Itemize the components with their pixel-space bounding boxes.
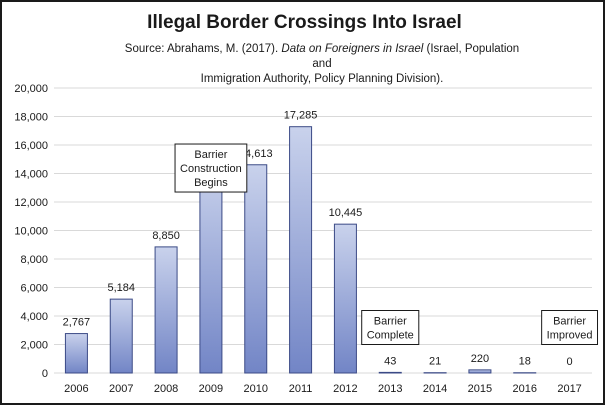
x-tick-label-2008: 2008: [154, 383, 178, 395]
annotation-1: Barrier Complete: [362, 311, 419, 345]
annotation-line: Complete: [367, 330, 414, 342]
bar-2006: [65, 334, 87, 373]
bar-2010: [245, 165, 267, 373]
y-tick-label: 16,000: [14, 140, 48, 152]
annotation-line: Construction: [180, 163, 242, 175]
y-tick-label: 6,000: [20, 283, 48, 295]
x-tick-label-2014: 2014: [423, 383, 447, 395]
annotation-line: Barrier: [374, 316, 407, 328]
x-tick-label-2013: 2013: [378, 383, 402, 395]
bar-2012: [334, 224, 356, 373]
x-tick-label-2015: 2015: [468, 383, 492, 395]
annotation-0: Barrier Construction Begins: [175, 144, 247, 192]
y-tick-label: 4,000: [20, 311, 48, 323]
annotation-line: Barrier: [553, 316, 586, 328]
x-tick-label-2009: 2009: [199, 383, 223, 395]
annotation-line: Begins: [194, 177, 228, 189]
data-label-2014: 21: [429, 356, 441, 368]
annotation-line: Improved: [547, 330, 593, 342]
data-label-2017: 0: [567, 356, 573, 368]
bar-2008: [155, 247, 177, 373]
x-tick-label-2012: 2012: [333, 383, 357, 395]
y-tick-label: 12,000: [14, 197, 48, 209]
y-tick-label: 14,000: [14, 169, 48, 181]
x-tick-label-2016: 2016: [513, 383, 537, 395]
bar-2009: [200, 164, 222, 373]
annotation-2: Barrier Improved: [542, 311, 598, 345]
bar-2011: [290, 127, 312, 373]
x-tick-label-2017: 2017: [557, 383, 581, 395]
y-tick-label: 20,000: [14, 83, 48, 95]
y-tick-label: 2,000: [20, 340, 48, 352]
data-label-2012: 10,445: [329, 207, 363, 219]
y-tick-label: 8,000: [20, 254, 48, 266]
data-label-2011: 17,285: [284, 110, 318, 122]
y-tick-label: 10,000: [14, 226, 48, 238]
x-tick-label-2007: 2007: [109, 383, 133, 395]
y-tick-label: 18,000: [14, 112, 48, 124]
data-label-2015: 220: [471, 353, 489, 365]
x-tick-label-2011: 2011: [289, 383, 313, 395]
bar-2015: [469, 370, 491, 373]
bar-2007: [110, 299, 132, 373]
data-label-2013: 43: [384, 355, 396, 367]
bar-2013: [379, 372, 401, 373]
data-label-2007: 5,184: [107, 282, 135, 294]
x-tick-label-2010: 2010: [244, 383, 268, 395]
data-label-2008: 8,850: [152, 230, 180, 242]
x-tick-label-2006: 2006: [64, 383, 88, 395]
data-label-2016: 18: [519, 356, 531, 368]
data-label-2006: 2,767: [63, 317, 91, 329]
y-tick-label: 0: [42, 368, 48, 380]
annotation-line: Barrier: [194, 149, 227, 161]
